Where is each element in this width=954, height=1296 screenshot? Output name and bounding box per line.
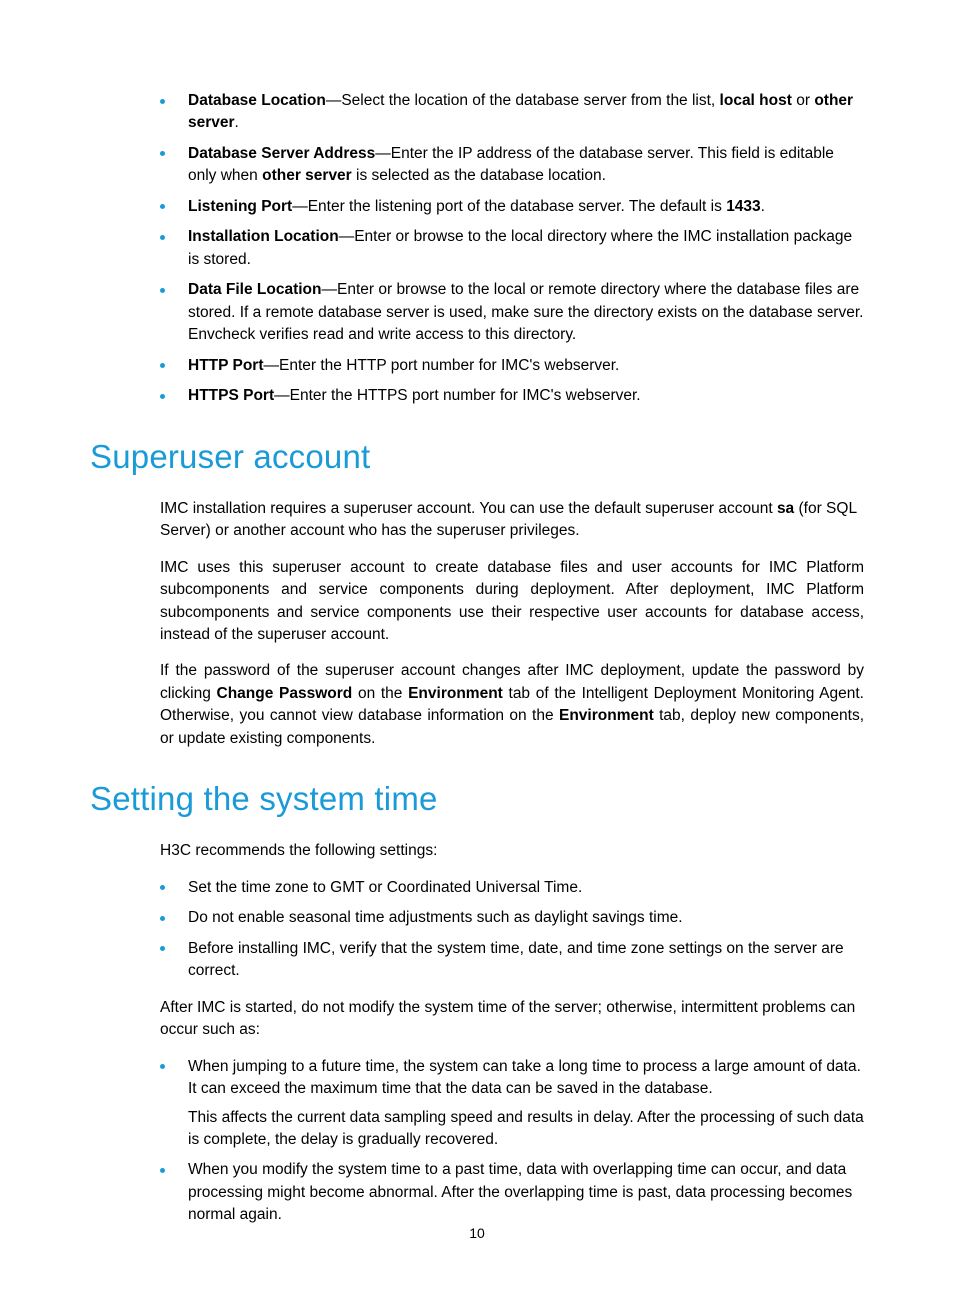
list-item: HTTP Port—Enter the HTTP port number for…: [160, 355, 864, 377]
system-time-body: H3C recommends the following settings: S…: [160, 840, 864, 1041]
list-item: Installation Location—Enter or browse to…: [160, 226, 864, 271]
list-item: Set the time zone to GMT or Coordinated …: [160, 877, 864, 899]
list-item: Database Server Address—Enter the IP add…: [160, 143, 864, 188]
paragraph: After IMC is started, do not modify the …: [160, 997, 864, 1042]
field-name: Listening Port: [188, 198, 292, 215]
field-name: HTTP Port: [188, 357, 264, 374]
list-item: When you modify the system time to a pas…: [160, 1159, 864, 1226]
heading-system-time: Setting the system time: [90, 780, 864, 818]
recommendations-list: Set the time zone to GMT or Coordinated …: [160, 877, 864, 983]
list-item: Do not enable seasonal time adjustments …: [160, 907, 864, 929]
page-number: 10: [0, 1225, 954, 1241]
problems-list: When jumping to a future time, the syste…: [160, 1056, 864, 1227]
sub-paragraph: This affects the current data sampling s…: [188, 1107, 864, 1152]
list-item: HTTPS Port—Enter the HTTPS port number f…: [160, 385, 864, 407]
paragraph: If the password of the superuser account…: [160, 660, 864, 750]
document-page: Database Location—Select the location of…: [0, 0, 954, 1296]
list-item: Listening Port—Enter the listening port …: [160, 196, 864, 218]
heading-superuser-account: Superuser account: [90, 438, 864, 476]
field-name: Installation Location: [188, 228, 339, 245]
field-name: Database Location: [188, 92, 326, 109]
field-name: Data File Location: [188, 281, 322, 298]
paragraph: H3C recommends the following settings:: [160, 840, 864, 862]
field-definitions-list: Database Location—Select the location of…: [160, 90, 864, 408]
problems-block: When jumping to a future time, the syste…: [160, 1056, 864, 1227]
list-item: Before installing IMC, verify that the s…: [160, 938, 864, 983]
superuser-body: IMC installation requires a superuser ac…: [160, 498, 864, 751]
list-item: Database Location—Select the location of…: [160, 90, 864, 135]
list-item: Data File Location—Enter or browse to th…: [160, 279, 864, 346]
paragraph: IMC uses this superuser account to creat…: [160, 557, 864, 647]
field-definitions-block: Database Location—Select the location of…: [160, 90, 864, 408]
field-name: Database Server Address: [188, 145, 375, 162]
field-name: HTTPS Port: [188, 387, 274, 404]
paragraph: IMC installation requires a superuser ac…: [160, 498, 864, 543]
list-item: When jumping to a future time, the syste…: [160, 1056, 864, 1152]
